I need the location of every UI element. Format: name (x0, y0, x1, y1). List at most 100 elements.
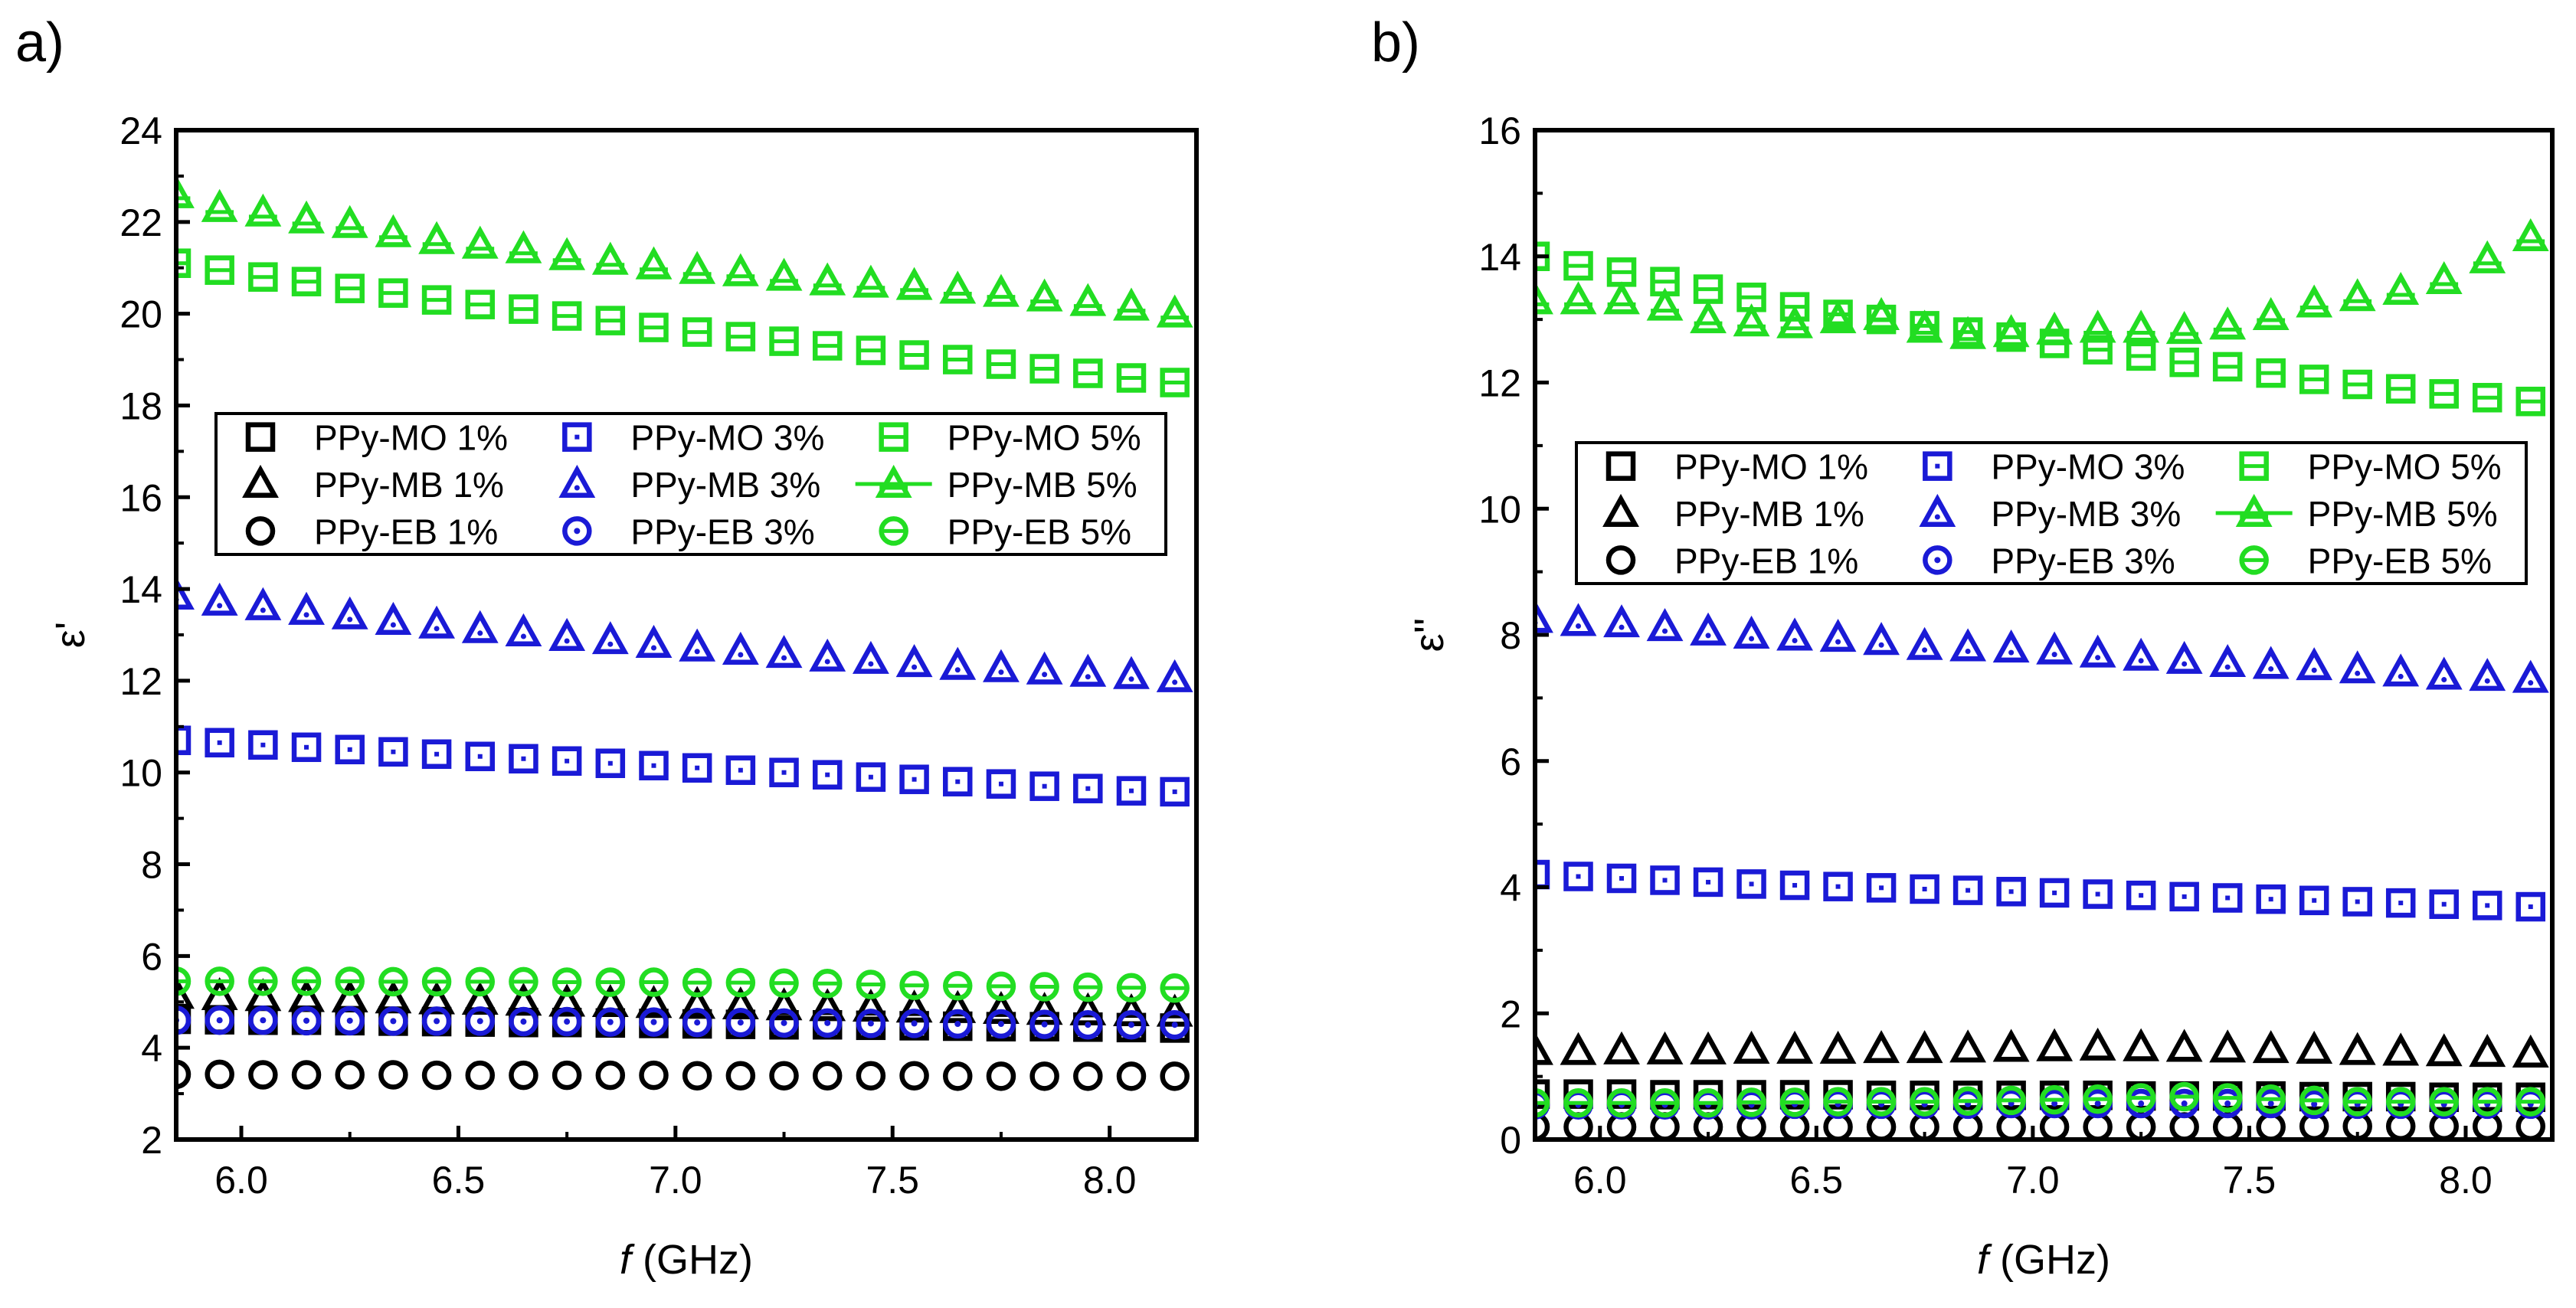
point-a-s6-11 (639, 1060, 669, 1091)
point-a-s7-5 (378, 1006, 408, 1036)
point-a-s5-4 (331, 204, 368, 238)
point-a-s3-14 (765, 987, 803, 1021)
series-b-ppy-mo-3- (1535, 859, 2545, 922)
point-a-s2-18 (943, 345, 973, 374)
plot-b-area: 6.0 6.5 7.0 7.5 8.0 0 2 4 6 8 10 12 14 16 f (GHz) ε'' PP… (1406, 110, 2555, 1283)
y-tick-label-a-7: 16 (119, 476, 162, 519)
legend-label-a-1-2: PPy-EB 3% (630, 512, 814, 551)
point-a-s7-11 (639, 1007, 669, 1037)
point-a-s4-8 (505, 613, 542, 646)
series-a-ppy-eb-1- (176, 1059, 1190, 1091)
point-a-s8-23 (1160, 973, 1190, 1003)
point-b-s2-20 (2385, 374, 2416, 404)
point-b-s1-20 (2385, 888, 2416, 918)
point-b-s4-1 (1560, 603, 1597, 636)
point-a-s6-19 (986, 1061, 1016, 1091)
point-a-s6-23 (1160, 1061, 1190, 1091)
point-b-s3-15 (2165, 1028, 2203, 1062)
y-tick-label-a-6: 14 (119, 568, 162, 611)
point-a-s4-23 (1156, 659, 1193, 692)
point-b-s5-0 (1535, 281, 1553, 315)
point-b-s2-14 (2126, 341, 2156, 371)
point-b-s4-14 (2123, 637, 2160, 671)
point-b-s3-0 (1535, 1032, 1553, 1065)
point-b-s4-2 (1603, 604, 1640, 638)
point-a-s8-14 (769, 968, 799, 998)
point-a-s4-11 (635, 624, 673, 658)
point-b-s1-18 (2299, 885, 2329, 916)
series-a-ppy-eb-5- (176, 966, 1190, 1003)
point-a-s1-4 (335, 734, 365, 765)
point-a-s4-19 (983, 649, 1020, 682)
point-a-s8-21 (1073, 972, 1103, 1002)
point-b-s5-2 (1603, 281, 1640, 315)
point-a-s4-17 (895, 644, 933, 678)
x-tick-label-a-4: 8.0 (1083, 1159, 1137, 1202)
point-a-s6-2 (248, 1060, 278, 1090)
point-b-s0-0 (1535, 1079, 1550, 1109)
point-b-s8-0 (1535, 1087, 1550, 1118)
point-b-s4-13 (2079, 634, 2116, 668)
point-a-s2-7 (465, 289, 496, 319)
x-axis-label-b: f (GHz) (1977, 1237, 2110, 1283)
point-a-s2-8 (509, 294, 538, 324)
x-tick-label-b-3: 7.5 (2223, 1159, 2277, 1202)
series-layer-a (176, 175, 1193, 1091)
point-b-s8-17 (2256, 1084, 2286, 1114)
y-tick-label-a-9: 20 (119, 293, 162, 336)
point-a-s4-3 (288, 591, 325, 625)
point-a-s8-5 (378, 966, 408, 997)
point-b-s2-17 (2256, 358, 2286, 388)
y-axis-label-b: ε'' (1406, 618, 1452, 652)
point-a-s7-23 (1160, 1009, 1190, 1040)
point-a-s4-15 (809, 638, 846, 672)
point-a-s6-22 (1116, 1061, 1147, 1091)
point-a-s7-16 (856, 1009, 886, 1038)
point-a-s2-12 (682, 317, 712, 347)
legend-label-a-0-0: PPy-MO 1% (314, 418, 508, 458)
legend-label-a-2-0: PPy-MO 5% (948, 418, 1141, 458)
point-b-s5-11 (1992, 314, 2030, 348)
point-a-s8-17 (899, 970, 929, 1000)
point-a-s4-5 (375, 601, 412, 635)
point-a-s4-16 (852, 640, 889, 674)
point-b-s1-4 (1693, 867, 1723, 898)
point-a-s5-3 (288, 200, 325, 234)
point-a-s8-12 (682, 967, 712, 998)
legend-marker-a-2-1 (875, 464, 912, 498)
legend-marker-a-0-2 (245, 516, 276, 546)
y-tick-label-a-1: 4 (141, 1027, 162, 1070)
y-tick-label-a-5: 12 (119, 660, 162, 703)
point-a-s2-14 (769, 326, 799, 356)
point-b-s2-21 (2429, 379, 2459, 409)
legend-marker-b-2-0 (2239, 451, 2269, 481)
point-a-s5-19 (983, 273, 1020, 307)
point-b-s5-7 (1819, 300, 1857, 334)
point-a-s5-16 (852, 264, 889, 298)
point-b-s2-15 (2169, 347, 2199, 378)
point-a-s8-18 (943, 971, 973, 1001)
point-a-s5-21 (1069, 283, 1107, 316)
point-a-s7-9 (552, 1006, 582, 1037)
point-b-s1-1 (1563, 862, 1593, 891)
y-tick-label-b-2: 4 (1500, 867, 1521, 910)
point-a-s1-6 (421, 739, 452, 770)
point-a-s4-1 (201, 582, 238, 616)
point-b-s8-18 (2299, 1085, 2329, 1116)
point-a-s3-13 (722, 986, 759, 1020)
point-b-s8-6 (1779, 1087, 1810, 1117)
point-b-s3-13 (2079, 1027, 2116, 1061)
point-a-s2-5 (378, 278, 408, 308)
point-b-s5-5 (1733, 303, 1770, 337)
legend-marker-a-1-0 (562, 422, 592, 452)
point-b-s8-22 (2472, 1087, 2502, 1117)
y-tick-label-a-4: 10 (119, 752, 162, 795)
point-a-s8-0 (176, 966, 191, 996)
series-b-ppy-mo-5- (1535, 241, 2545, 417)
point-a-s4-21 (1069, 653, 1107, 687)
point-b-s6-12 (2039, 1112, 2070, 1140)
point-b-s8-21 (2429, 1087, 2459, 1117)
series-b-ppy-eb-5- (1535, 1081, 2545, 1118)
point-a-s7-22 (1116, 1009, 1147, 1040)
